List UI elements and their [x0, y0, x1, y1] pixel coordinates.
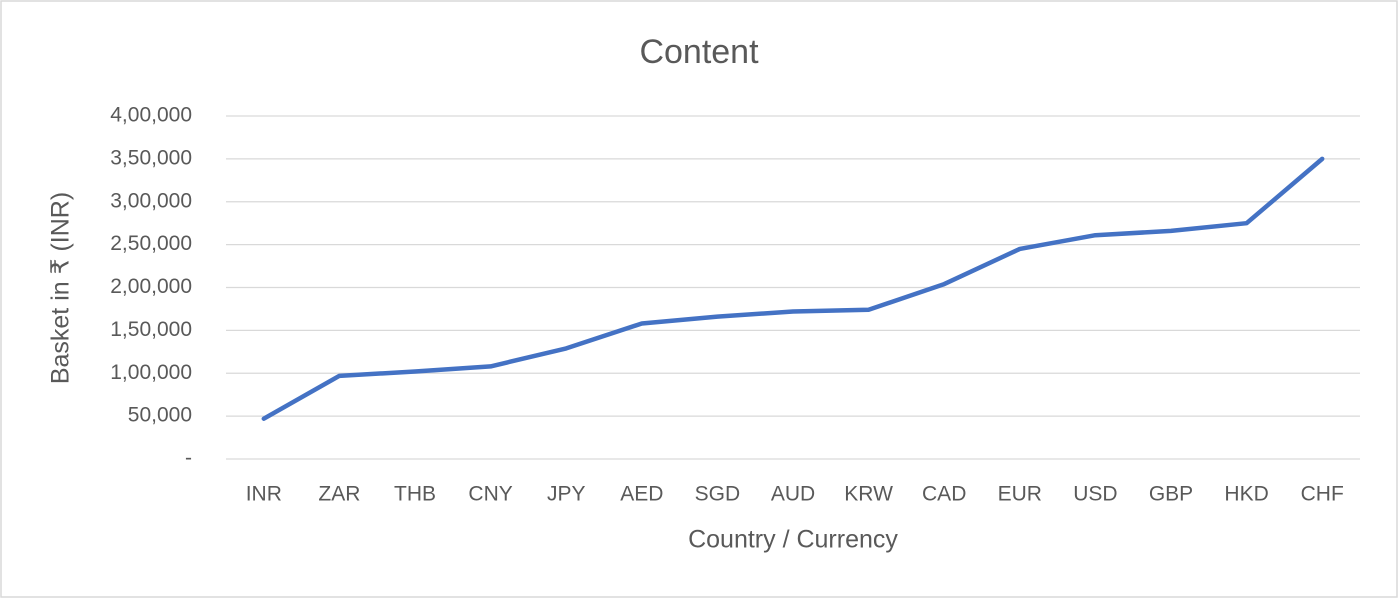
y-tick-label: 1,50,000 — [110, 318, 192, 341]
x-tick-label: AED — [620, 483, 663, 506]
x-tick-label: CAD — [922, 483, 966, 506]
x-tick-label: USD — [1073, 483, 1117, 506]
x-tick-label: INR — [246, 483, 282, 506]
x-tick-label: ZAR — [318, 483, 360, 506]
y-axis-title: Basket in ₹ (INR) — [47, 192, 75, 384]
y-tick-label: 50,000 — [128, 404, 192, 427]
x-axis-title: Country / Currency — [688, 526, 898, 554]
x-tick-label: CHF — [1301, 483, 1344, 506]
chart-title: Content — [639, 33, 759, 71]
y-tick-label: 3,00,000 — [110, 189, 192, 212]
x-tick-label: KRW — [844, 483, 893, 506]
data-line — [261, 156, 1325, 421]
y-tick-label: - — [185, 447, 192, 470]
x-tick-label: HKD — [1224, 483, 1268, 506]
x-tick-label: EUR — [998, 483, 1042, 506]
x-tick-label: CNY — [468, 483, 512, 506]
x-tick-label: THB — [394, 483, 436, 506]
y-tick-label: 2,00,000 — [110, 275, 192, 298]
x-tick-label: AUD — [771, 483, 815, 506]
x-tick-label: SGD — [695, 483, 741, 506]
y-tick-label: 1,00,000 — [110, 361, 192, 384]
y-tick-label: 4,00,000 — [110, 104, 192, 127]
x-tick-label: JPY — [547, 483, 586, 506]
y-tick-label: 3,50,000 — [110, 146, 192, 169]
y-tick-label: 2,50,000 — [110, 232, 192, 255]
x-tick-label: GBP — [1149, 483, 1193, 506]
